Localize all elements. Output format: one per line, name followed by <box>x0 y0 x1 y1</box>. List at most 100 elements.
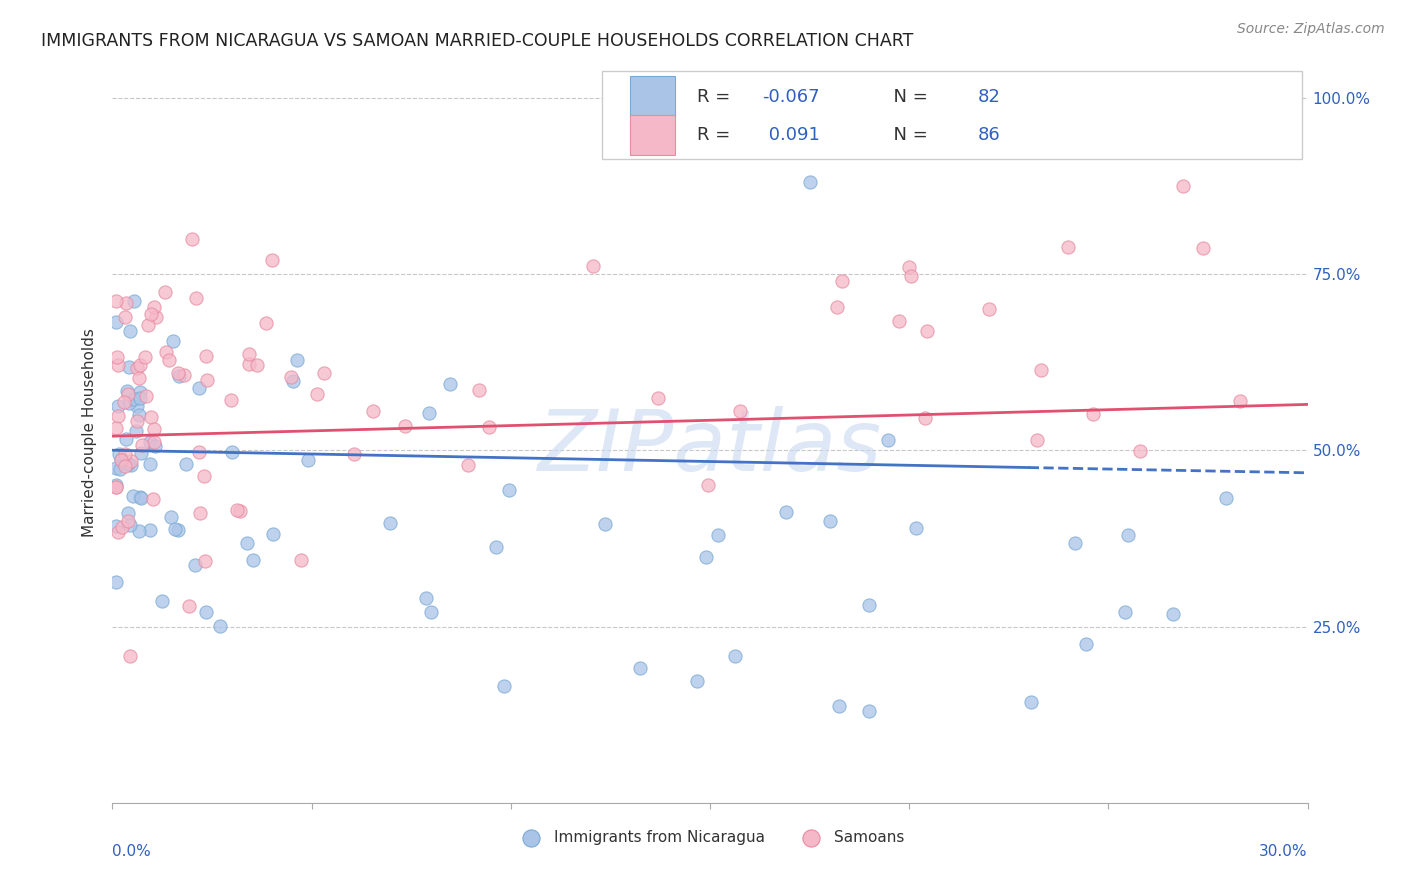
Point <box>107 524 129 539</box>
Point <box>281 374 304 388</box>
Point <box>238 357 260 371</box>
Point <box>105 461 128 475</box>
Point <box>110 462 132 476</box>
Point <box>122 293 145 308</box>
Point <box>1229 393 1251 408</box>
Point <box>117 387 139 401</box>
Point <box>142 491 165 506</box>
Point <box>229 504 252 518</box>
Point <box>188 444 211 458</box>
Point <box>114 310 136 324</box>
Point <box>115 296 138 310</box>
Point <box>150 593 173 607</box>
Point <box>120 458 142 472</box>
Point <box>254 317 277 331</box>
Point <box>1171 179 1194 194</box>
Point <box>125 361 148 376</box>
Point <box>858 599 880 613</box>
Point <box>166 367 188 381</box>
Point <box>118 360 141 375</box>
Point <box>129 384 152 399</box>
Point <box>343 447 366 461</box>
Point <box>139 523 162 537</box>
Point <box>728 404 751 418</box>
Point <box>129 358 152 372</box>
Text: R =: R = <box>697 126 735 144</box>
Point <box>108 447 131 461</box>
Point <box>117 506 139 520</box>
Text: N =: N = <box>882 87 934 105</box>
Point <box>194 349 217 363</box>
Point <box>105 293 128 308</box>
Point <box>114 432 136 446</box>
Point <box>125 424 148 438</box>
Point <box>134 351 156 365</box>
Point <box>120 648 142 663</box>
Point <box>105 574 128 589</box>
Y-axis label: Married-couple Households: Married-couple Households <box>82 328 97 537</box>
Point <box>977 302 1000 317</box>
Point <box>105 421 128 435</box>
Point <box>129 491 152 505</box>
Point <box>114 458 136 473</box>
Point <box>686 674 709 689</box>
Point <box>305 387 328 401</box>
Point <box>107 399 129 413</box>
Point <box>143 422 166 436</box>
Text: 82: 82 <box>977 87 1001 105</box>
Point <box>1114 605 1136 619</box>
Point <box>139 457 162 471</box>
Point <box>117 514 139 528</box>
Point <box>297 452 319 467</box>
Point <box>420 606 443 620</box>
Point <box>128 409 150 423</box>
Point <box>485 540 508 554</box>
Point <box>498 483 520 497</box>
Point <box>285 352 308 367</box>
Point <box>177 599 200 613</box>
Point <box>194 554 217 568</box>
Point <box>124 392 146 406</box>
Point <box>110 451 132 466</box>
Point <box>128 490 150 504</box>
Point <box>242 552 264 566</box>
Point <box>112 395 135 409</box>
Point <box>418 405 440 419</box>
Point <box>167 369 190 384</box>
Point <box>122 490 145 504</box>
Point <box>1031 363 1053 377</box>
Point <box>142 434 165 449</box>
Point <box>262 527 284 541</box>
Point <box>128 371 150 385</box>
Point <box>647 391 669 405</box>
Point <box>695 550 717 565</box>
Point <box>914 411 936 425</box>
Point <box>898 260 921 274</box>
FancyBboxPatch shape <box>603 71 1302 159</box>
Point <box>128 524 150 538</box>
Point <box>120 453 142 467</box>
Text: 30.0%: 30.0% <box>1260 844 1308 858</box>
Text: IMMIGRANTS FROM NICARAGUA VS SAMOAN MARRIED-COUPLE HOUSEHOLDS CORRELATION CHART: IMMIGRANTS FROM NICARAGUA VS SAMOAN MARR… <box>41 32 912 50</box>
Point <box>219 392 242 407</box>
Point <box>1083 408 1105 422</box>
Point <box>825 301 848 315</box>
Point <box>1191 241 1213 255</box>
Point <box>477 420 499 434</box>
Legend: Immigrants from Nicaragua, Samoans: Immigrants from Nicaragua, Samoans <box>510 823 910 851</box>
Point <box>105 350 128 364</box>
Point <box>111 456 134 470</box>
Point <box>105 477 128 491</box>
Point <box>173 368 195 383</box>
Point <box>394 419 416 434</box>
Point <box>143 300 166 314</box>
Point <box>904 521 927 535</box>
Point <box>887 313 910 327</box>
Point <box>468 384 491 398</box>
Point <box>174 458 197 472</box>
Point <box>818 514 841 528</box>
Point <box>105 315 128 329</box>
Point <box>1118 528 1140 542</box>
Point <box>582 260 605 274</box>
Point <box>136 318 159 332</box>
